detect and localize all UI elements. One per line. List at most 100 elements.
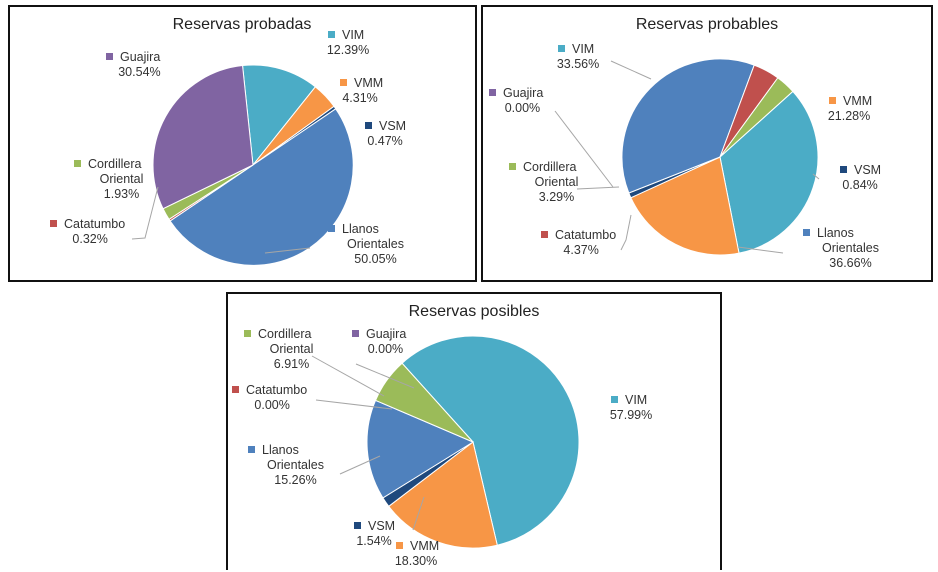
category-label: Cordillera — [88, 157, 142, 171]
value-label: 0.47% — [367, 134, 402, 148]
legend-marker — [829, 97, 836, 104]
category-label: Orientales — [347, 237, 404, 251]
pie-slice-vim — [719, 90, 819, 254]
category-label: Oriental — [535, 175, 579, 189]
legend-marker — [365, 122, 372, 129]
legend-marker — [106, 53, 113, 60]
value-label: 0.00% — [254, 398, 289, 412]
pie-slices — [621, 58, 819, 256]
pie-slice-vim — [401, 335, 580, 546]
legend-marker — [340, 79, 347, 86]
value-label: 6.91% — [274, 357, 309, 371]
category-label: VSM — [854, 163, 881, 177]
category-label: Catatumbo — [555, 228, 616, 242]
legend-marker — [396, 542, 403, 549]
leader-line — [131, 186, 159, 240]
pie-slice-cordillera-oriental — [374, 362, 474, 443]
category-label: VIM — [572, 42, 594, 56]
legend-marker — [50, 220, 57, 227]
value-label: 4.31% — [342, 91, 377, 105]
legend-marker — [74, 160, 81, 167]
pie-slice-guajira — [152, 64, 254, 210]
legend-marker — [803, 229, 810, 236]
category-label: VSM — [368, 519, 395, 533]
chart-title: Reservas posibles — [409, 303, 540, 320]
value-label: 4.37% — [563, 243, 598, 257]
chart-panel-probadas: Reservas probadas VIM 12.39% VMM 4.31% VSM 0.… — [8, 5, 477, 282]
pie-slices — [366, 335, 580, 549]
leader-line — [355, 363, 415, 389]
leader-line — [554, 110, 614, 188]
pie-chart-posibles: Reservas posibles VIM57.99%VMM18.30%VSM1… — [232, 303, 652, 568]
category-label: Guajira — [503, 86, 543, 100]
chart-title: Reservas probadas — [173, 16, 312, 33]
legend-marker — [244, 330, 251, 337]
legend-marker — [611, 396, 618, 403]
value-label: 36.66% — [829, 256, 871, 270]
value-label: 0.00% — [505, 101, 540, 115]
category-label: VIM — [625, 393, 647, 407]
category-label: Guajira — [366, 327, 406, 341]
value-label: 0.32% — [72, 232, 107, 246]
pie-slice-llanos-orientales — [366, 399, 475, 499]
legend-marker — [509, 163, 516, 170]
leader-line — [339, 455, 381, 475]
category-label: Catatumbo — [246, 383, 307, 397]
category-label: VMM — [843, 94, 872, 108]
value-label: 0.00% — [368, 342, 403, 356]
chart-panel-posibles: Reservas posibles VIM 57.99% VMM 18.30% VSM 1… — [226, 292, 722, 570]
legend-marker — [328, 225, 335, 232]
category-label: Orientales — [822, 241, 879, 255]
leader-line — [264, 247, 311, 254]
chart-panel-probables: Reservas probables VIM 33.56% VMM 21.28% VSM… — [481, 5, 933, 282]
category-label: VIM — [342, 28, 364, 42]
value-label: 57.99% — [610, 408, 652, 422]
legend-marker — [840, 166, 847, 173]
leader-line — [412, 496, 425, 531]
category-label: Oriental — [270, 342, 314, 356]
category-label: Orientales — [267, 458, 324, 472]
leader-line — [737, 246, 784, 254]
value-label: 1.93% — [104, 187, 139, 201]
value-label: 12.39% — [327, 43, 369, 57]
category-label: Cordillera — [523, 160, 577, 174]
legend-marker — [248, 446, 255, 453]
legend-marker — [354, 522, 361, 529]
value-label: 3.29% — [539, 190, 574, 204]
value-label: 1.54% — [356, 534, 391, 548]
legend-marker — [352, 330, 359, 337]
leader-line — [576, 186, 620, 190]
category-label: Oriental — [100, 172, 144, 186]
category-label: Catatumbo — [64, 217, 125, 231]
legend-marker — [558, 45, 565, 52]
leader-line — [311, 355, 385, 397]
category-label: VSM — [379, 119, 406, 133]
value-label: 0.84% — [842, 178, 877, 192]
legend-marker — [541, 231, 548, 238]
leader-line — [315, 399, 393, 410]
category-label: Llanos — [262, 443, 299, 457]
category-label: VMM — [354, 76, 383, 90]
leader-line — [812, 173, 820, 180]
pie-slice-vmm — [630, 156, 740, 256]
value-label: 33.56% — [557, 57, 599, 71]
